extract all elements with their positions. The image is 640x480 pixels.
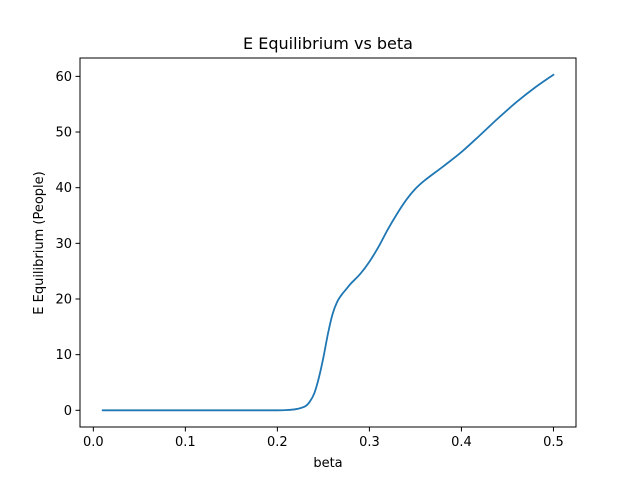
x-tick-label: 0.2 bbox=[267, 435, 288, 450]
y-tick-label: 50 bbox=[55, 126, 72, 141]
x-tick-label: 0.3 bbox=[359, 435, 380, 450]
x-axis-ticks: 0.0 0.1 0.2 0.3 0.4 0.5 bbox=[83, 427, 564, 450]
y-axis-ticks: 0 10 20 30 40 50 60 bbox=[55, 70, 80, 419]
chart-title: E Equilibrium vs beta bbox=[243, 34, 413, 53]
x-axis-label: beta bbox=[313, 456, 342, 471]
series-line-0 bbox=[101, 73, 555, 412]
axes-frame bbox=[79, 57, 577, 428]
x-tick-label: 0.5 bbox=[543, 435, 564, 450]
x-tick-label: 0.4 bbox=[451, 435, 472, 450]
y-tick-label: 40 bbox=[55, 181, 72, 196]
y-axis-label: E Equilibrium (People) bbox=[32, 171, 47, 314]
x-tick-label: 0.1 bbox=[175, 435, 196, 450]
y-tick-label: 60 bbox=[55, 70, 72, 85]
y-tick-label: 20 bbox=[55, 292, 72, 307]
y-tick-label: 30 bbox=[55, 237, 72, 252]
y-tick-label: 10 bbox=[55, 348, 72, 363]
x-tick-label: 0.0 bbox=[83, 435, 104, 450]
y-tick-label: 0 bbox=[64, 404, 72, 419]
plot-area bbox=[79, 57, 577, 428]
